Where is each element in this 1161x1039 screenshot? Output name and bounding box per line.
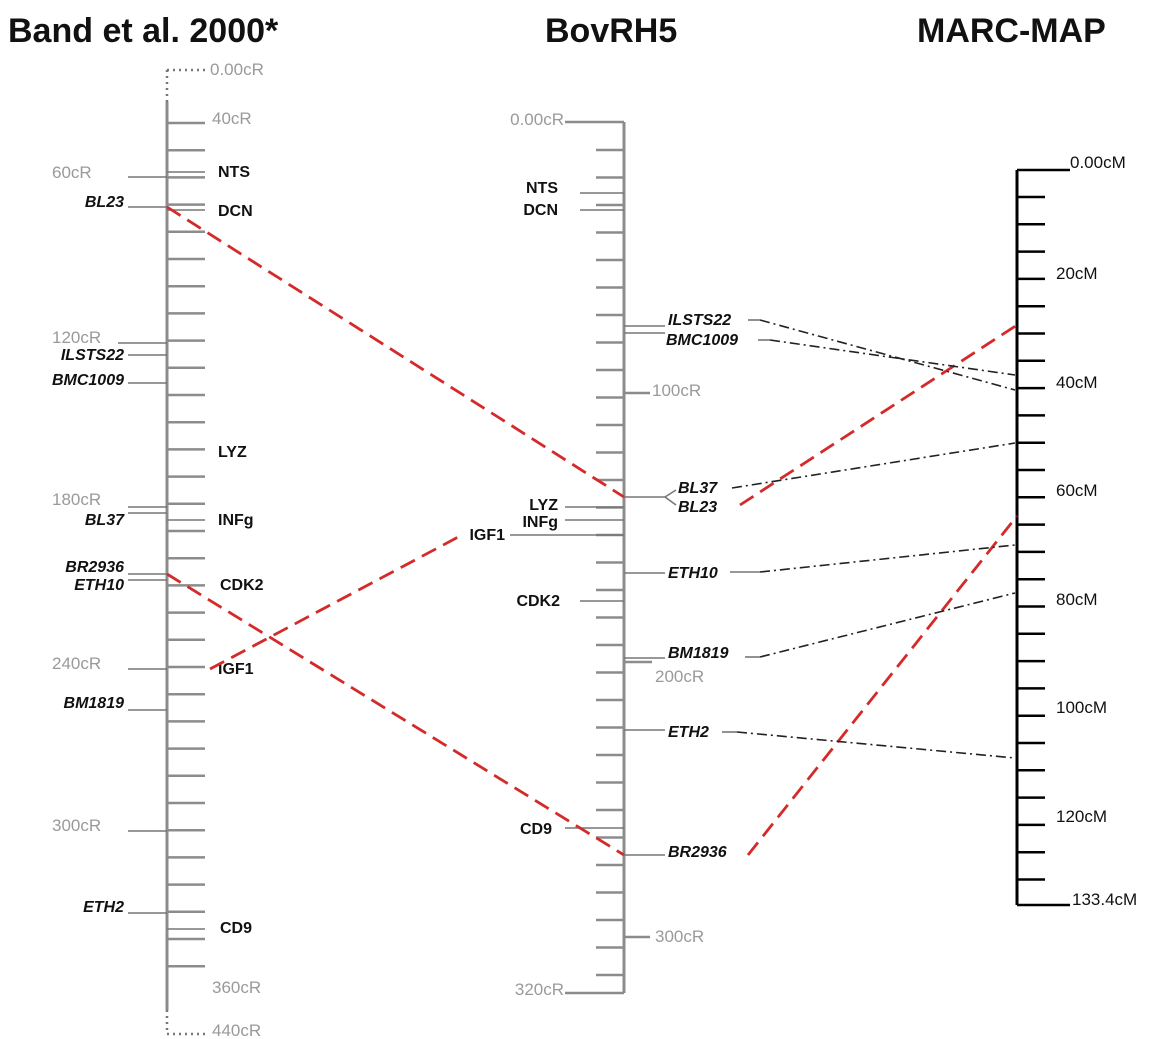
- left-marker-eth10: ETH10: [74, 577, 124, 594]
- left-scale-0: 0.00cR: [210, 60, 264, 79]
- right-scale-120: 120cM: [1056, 807, 1107, 826]
- middle-marker-ilsts22: ILSTS22: [668, 312, 731, 329]
- middle-marker-infg: INFg: [522, 514, 558, 531]
- red-link-igf1-left-to-middle: [209, 533, 463, 671]
- black-link-eth10: [759, 544, 1016, 573]
- right-scale-0: 0.00cM: [1070, 153, 1126, 172]
- black-link-eth2: [736, 731, 1016, 759]
- middle-scale-0: 0.00cR: [510, 110, 564, 129]
- red-links: [166, 205, 1019, 857]
- left-scale-300: 300cR: [52, 816, 101, 835]
- right-scale-20: 20cM: [1056, 264, 1098, 283]
- left-scale-440: 440cR: [212, 1021, 261, 1039]
- red-link-bl23-middle-to-right: [739, 323, 1018, 507]
- black-link-ilsts22: [759, 319, 1016, 391]
- left-map: 0.00cR 40cR 60cR 120cR 180cR 240cR 300cR…: [52, 60, 264, 1039]
- right-scale-80: 80cM: [1056, 590, 1098, 609]
- left-marker-bm1819: BM1819: [64, 695, 125, 712]
- left-marker-eth2: ETH2: [83, 899, 124, 916]
- middle-marker-lyz: LYZ: [529, 497, 558, 514]
- left-marker-nts: NTS: [218, 164, 250, 181]
- right-map: 0.00cM 20cM 40cM 60cM 80cM 100cM 120cM 1…: [1015, 153, 1137, 909]
- middle-marker-igf1: IGF1: [469, 527, 505, 544]
- left-marker-cd9: CD9: [220, 920, 252, 937]
- left-marker-infg: INFg: [218, 512, 254, 529]
- middle-marker-bm1819: BM1819: [668, 645, 729, 662]
- black-links: [731, 319, 1016, 759]
- right-scale-60: 60cM: [1056, 481, 1098, 500]
- left-marker-bl37: BL37: [85, 512, 125, 529]
- black-link-bl37: [731, 442, 1016, 489]
- middle-conn-bl37: [664, 489, 677, 498]
- left-scale-120: 120cR: [52, 328, 101, 347]
- left-scale-40: 40cR: [212, 109, 252, 128]
- title-band-2000: Band et al. 2000*: [8, 12, 279, 50]
- red-link-br2936-middle-to-right: [746, 515, 1019, 856]
- left-marker-dcn: DCN: [218, 203, 253, 220]
- left-scale-360: 360cR: [212, 978, 261, 997]
- middle-marker-eth2: ETH2: [668, 724, 709, 741]
- left-marker-lyz: LYZ: [218, 444, 247, 461]
- left-scale-180: 180cR: [52, 490, 101, 509]
- middle-marker-cd9: CD9: [520, 821, 552, 838]
- middle-marker-cdk2: CDK2: [516, 593, 560, 610]
- red-link-br2936-left-to-middle: [166, 572, 625, 857]
- red-link-bl23-left-to-middle: [166, 205, 625, 499]
- left-marker-igf1: IGF1: [218, 661, 254, 678]
- left-scale-60: 60cR: [52, 163, 92, 182]
- middle-scale-100: 100cR: [652, 381, 701, 400]
- middle-marker-bl23: BL23: [678, 499, 717, 516]
- middle-map: 0.00cR 100cR 200cR 300cR 320cR NTS DCN L…: [469, 110, 770, 999]
- right-axis-ticks: [1017, 195, 1045, 881]
- middle-scale-320: 320cR: [515, 980, 564, 999]
- middle-marker-bl37: BL37: [678, 480, 718, 497]
- right-scale-40: 40cM: [1056, 373, 1098, 392]
- middle-marker-br2936: BR2936: [668, 844, 727, 861]
- left-marker-bl23: BL23: [85, 194, 124, 211]
- left-marker-ilsts22: ILSTS22: [61, 347, 124, 364]
- left-marker-bmc1009: BMC1009: [52, 372, 124, 389]
- middle-marker-bmc1009: BMC1009: [666, 332, 738, 349]
- right-scale-100: 100cM: [1056, 698, 1107, 717]
- black-link-bm1819: [759, 592, 1016, 658]
- middle-marker-nts: NTS: [526, 180, 558, 197]
- left-marker-cdk2: CDK2: [220, 577, 264, 594]
- middle-marker-dcn: DCN: [523, 202, 558, 219]
- left-axis-ticks: [167, 121, 205, 968]
- left-marker-br2936: BR2936: [65, 559, 124, 576]
- middle-marker-eth10: ETH10: [668, 565, 718, 582]
- middle-scale-300: 300cR: [655, 927, 704, 946]
- middle-conn-bl23: [664, 496, 677, 506]
- title-bovrh5: BovRH5: [545, 12, 677, 50]
- title-marc-map: MARC-MAP: [917, 12, 1106, 50]
- right-scale-133: 133.4cM: [1072, 890, 1137, 909]
- black-link-bmc1009: [769, 339, 1016, 376]
- middle-scale-200: 200cR: [655, 667, 704, 686]
- left-scale-240: 240cR: [52, 654, 101, 673]
